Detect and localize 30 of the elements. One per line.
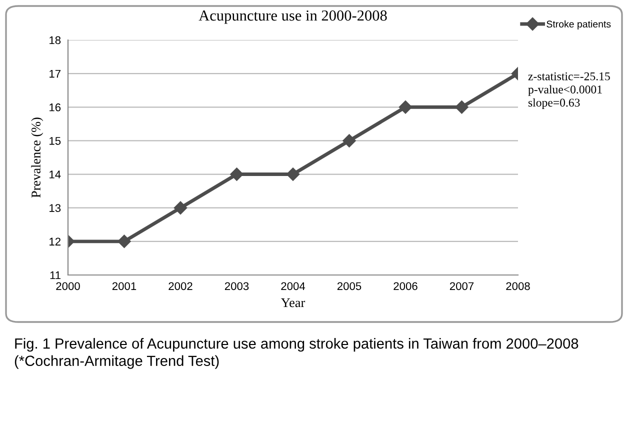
y-tick-label: 18 bbox=[50, 36, 61, 44]
chart-title: Acupuncture use in 2000-2008 bbox=[198, 10, 387, 24]
y-tick-label: 12 bbox=[50, 238, 60, 246]
point bbox=[286, 168, 300, 181]
point bbox=[118, 234, 131, 248]
y-tick-label: 16 bbox=[50, 103, 61, 112]
text: z-statistic=-25.15 p-value<0.0001 slope=0.63 bbox=[528, 72, 610, 110]
caption: Fig. 1 Prevalence of Acupuncture use among stroke patients in Taiwan from 2000–2008 (*Cochran-Armitage Trend Test) bbox=[14, 338, 578, 369]
x-tick-label: 2002 bbox=[168, 282, 192, 290]
y-axis-title: Prevalence (%) bbox=[31, 118, 44, 198]
point bbox=[342, 134, 356, 148]
x-tick-label: 2003 bbox=[224, 282, 249, 290]
x-tick-label: 2001 bbox=[112, 282, 136, 290]
y-tick-label: 15 bbox=[50, 137, 61, 145]
x-tick-label: 2007 bbox=[450, 282, 474, 290]
x-tick-label: 2000 bbox=[56, 282, 80, 290]
y-tick-label: 17 bbox=[50, 70, 60, 78]
x-tick-label: 2008 bbox=[506, 282, 530, 290]
x-tick-label: 2005 bbox=[337, 282, 362, 290]
point bbox=[455, 100, 468, 114]
y-tick-label: 14 bbox=[50, 170, 61, 178]
legend-label: Stroke patients bbox=[546, 20, 611, 30]
y-tick-label: 13 bbox=[50, 204, 61, 212]
x-tick-label: 2006 bbox=[394, 282, 418, 290]
point bbox=[174, 201, 188, 214]
x-axis-title: Year bbox=[280, 298, 306, 308]
x-tick-label: 2004 bbox=[281, 282, 306, 290]
point bbox=[230, 168, 244, 181]
y-tick-label: 11 bbox=[50, 271, 61, 280]
point bbox=[398, 100, 412, 114]
